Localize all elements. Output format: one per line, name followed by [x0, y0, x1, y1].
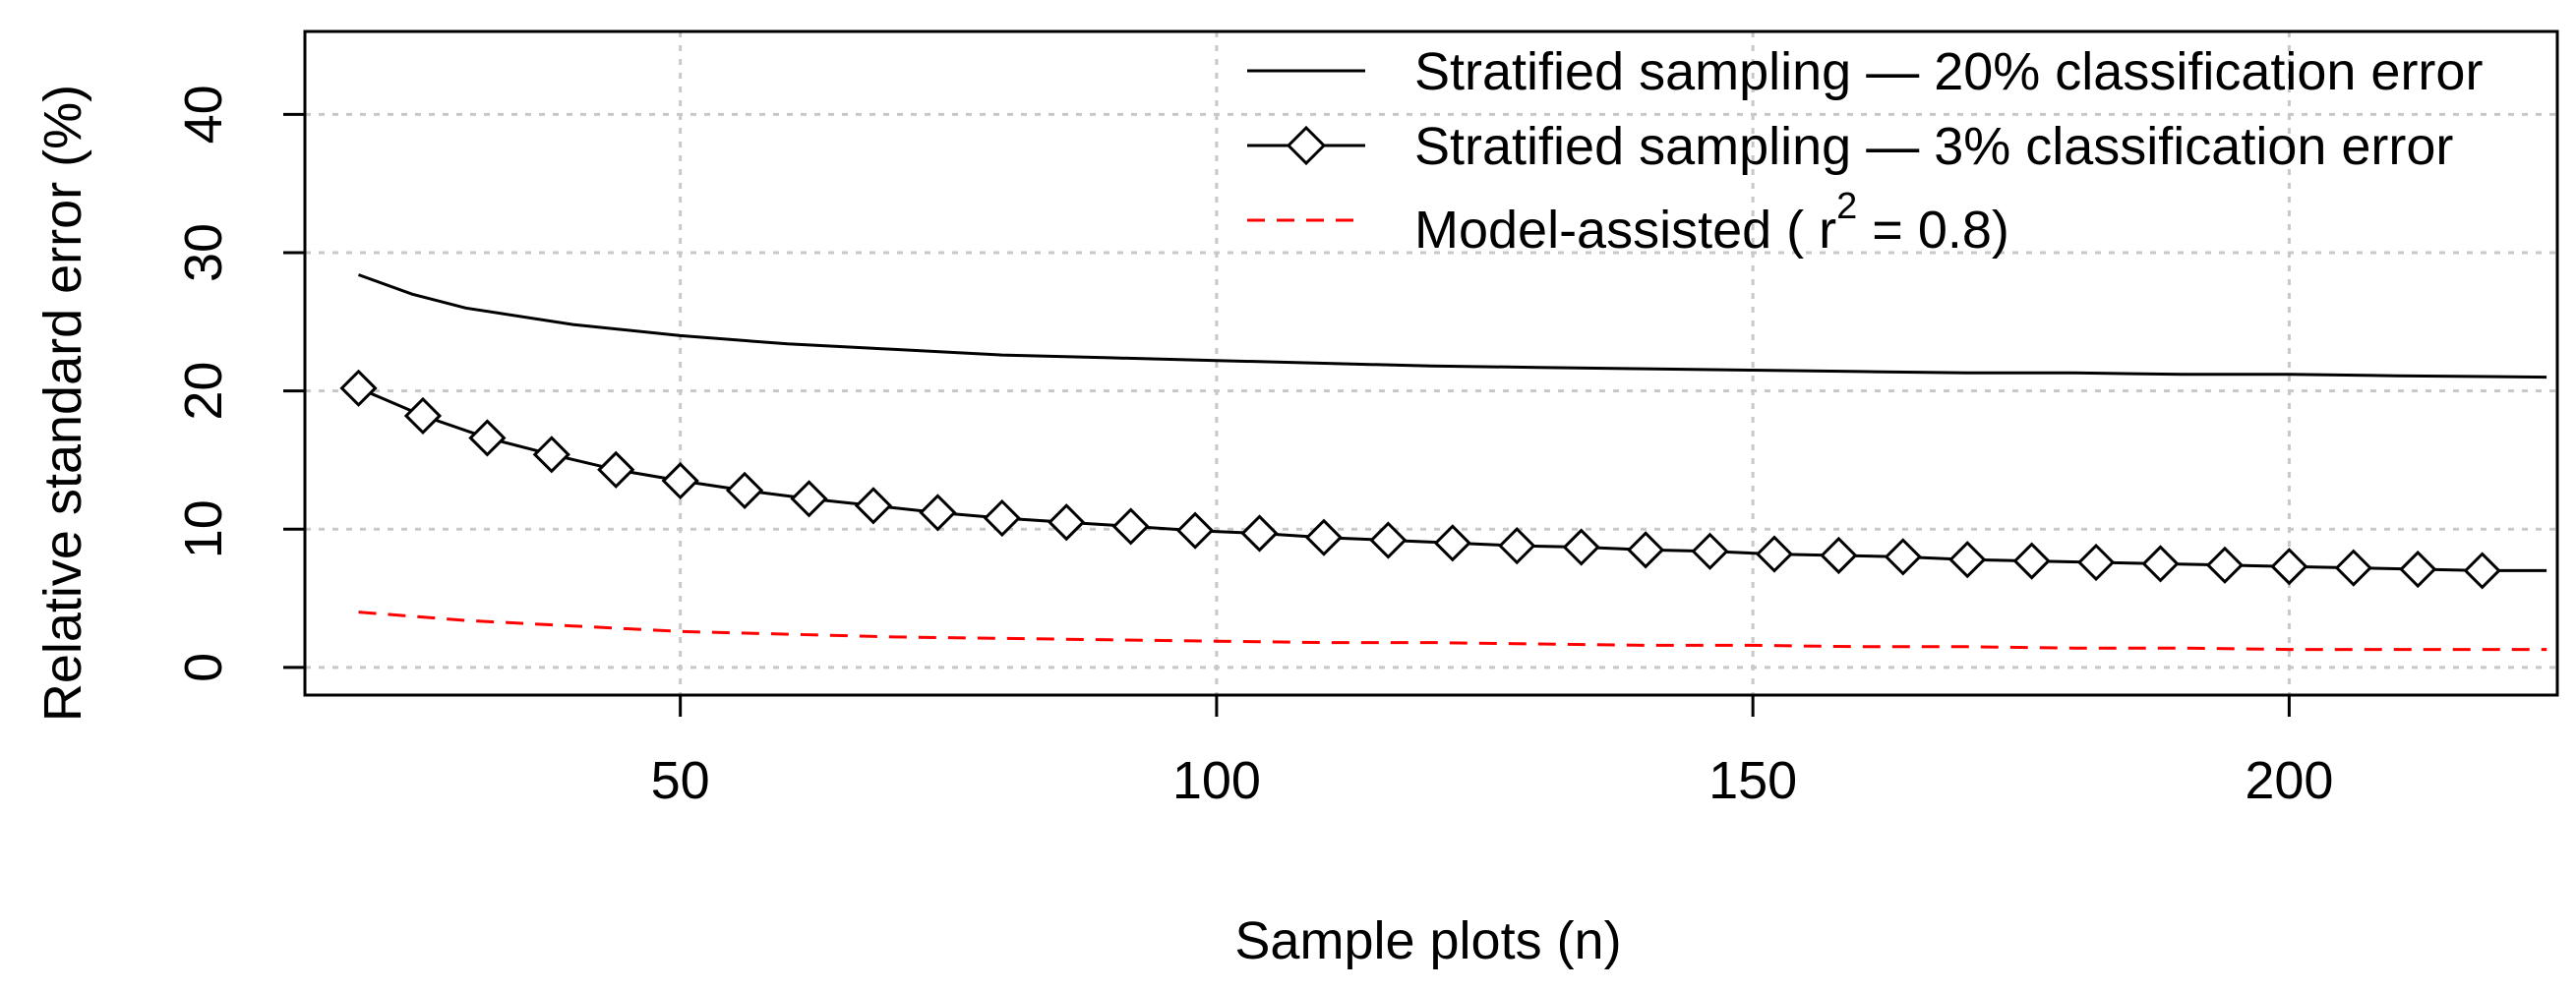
series-2-point-10 — [983, 498, 1021, 538]
series-2-point-31 — [2334, 549, 2372, 587]
series-2-point-19 — [1562, 528, 1600, 566]
legend-label-s3-prefix: Model-assisted ( r — [1414, 201, 1836, 260]
x-tick-label-50: 50 — [651, 751, 710, 810]
series-2-point-33 — [2463, 552, 2501, 590]
series-line-3 — [358, 611, 2547, 652]
series-2-point-25 — [1948, 541, 1987, 579]
series-2-point-4 — [597, 450, 635, 489]
series-2-point-0 — [339, 369, 378, 407]
legend-label-s3-suffix: = 0.8) — [1857, 201, 2009, 260]
axes: 50 100 150 200 0 10 20 30 40 — [174, 29, 2559, 810]
series-2-point-29 — [2205, 546, 2245, 584]
series-2-point-27 — [2076, 543, 2116, 582]
y-tick-label-30: 30 — [174, 223, 233, 282]
series-2-point-28 — [2141, 545, 2180, 583]
legend-marker-s2 — [1286, 125, 1327, 166]
series-2-point-11 — [1048, 503, 1086, 542]
series-2-point-1 — [403, 396, 443, 436]
series-2-point-13 — [1175, 511, 1215, 550]
series-2-point-16 — [1369, 521, 1408, 559]
y-tick-label-0: 0 — [174, 653, 233, 682]
series-2-point-21 — [1691, 532, 1729, 570]
y-tick-label-20: 20 — [174, 362, 233, 421]
series-2-point-20 — [1626, 531, 1665, 569]
series-line-1 — [357, 273, 2547, 379]
series-2-point-3 — [532, 436, 570, 474]
series-2-point-30 — [2270, 548, 2308, 586]
series-2-point-32 — [2399, 550, 2437, 589]
series-2-point-6 — [725, 471, 764, 509]
series-2-point-17 — [1433, 524, 1471, 562]
legend-label-s3: Model-assisted ( r2 = 0.8) — [1414, 186, 2009, 260]
series-2-point-23 — [1820, 536, 1858, 575]
series-2-point-26 — [2012, 542, 2051, 580]
series-2-point-7 — [790, 480, 828, 518]
series-2-point-15 — [1304, 518, 1344, 556]
legend-label-s3-sup: 2 — [1836, 186, 1857, 227]
y-tick-label-10: 10 — [174, 499, 233, 558]
series-2-point-5 — [661, 461, 699, 500]
x-axis-title: Sample plots (n) — [1234, 911, 1621, 970]
series-2-point-8 — [854, 487, 893, 525]
legend: Stratified sampling — 20% classification… — [1247, 42, 2483, 260]
series-2-point-14 — [1240, 514, 1279, 553]
legend-label-s1: Stratified sampling — 20% classification… — [1414, 42, 2483, 101]
x-tick-label-150: 150 — [1708, 751, 1797, 810]
series-2-point-12 — [1111, 507, 1150, 546]
series-group — [339, 273, 2547, 652]
series-2-point-9 — [919, 494, 957, 532]
y-tick-label-40: 40 — [174, 85, 233, 144]
legend-label-s2: Stratified sampling — 3% classification … — [1414, 117, 2453, 176]
x-tick-label-200: 200 — [2245, 751, 2333, 810]
series-2-point-24 — [1884, 538, 1922, 576]
x-tick-label-100: 100 — [1172, 751, 1261, 810]
grid — [305, 31, 2557, 695]
series-2-point-2 — [468, 419, 507, 457]
series-2-point-22 — [1755, 535, 1794, 573]
y-axis-title: Relative standard error (%) — [33, 85, 92, 722]
series-2-point-18 — [1498, 527, 1536, 565]
